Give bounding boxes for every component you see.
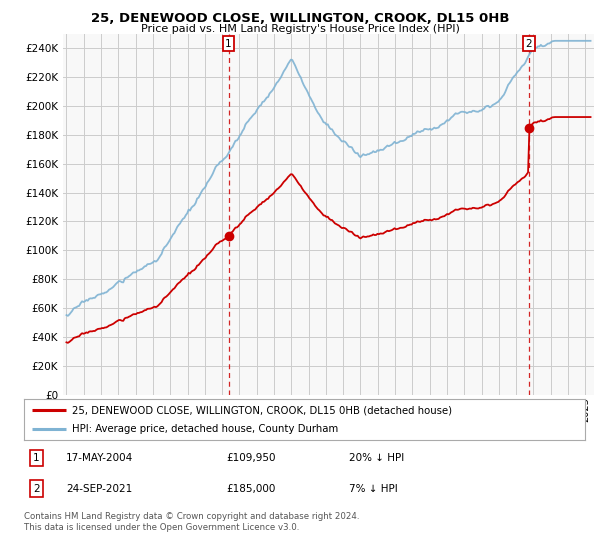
Text: 20% ↓ HPI: 20% ↓ HPI xyxy=(349,453,404,463)
Text: 1: 1 xyxy=(225,39,232,49)
Text: £109,950: £109,950 xyxy=(226,453,275,463)
Text: 7% ↓ HPI: 7% ↓ HPI xyxy=(349,484,398,493)
Text: 2: 2 xyxy=(33,484,40,493)
Text: Contains HM Land Registry data © Crown copyright and database right 2024.
This d: Contains HM Land Registry data © Crown c… xyxy=(24,512,359,532)
Text: 24-SEP-2021: 24-SEP-2021 xyxy=(66,484,133,493)
Text: 1: 1 xyxy=(33,453,40,463)
Text: HPI: Average price, detached house, County Durham: HPI: Average price, detached house, Coun… xyxy=(71,424,338,433)
Text: Price paid vs. HM Land Registry's House Price Index (HPI): Price paid vs. HM Land Registry's House … xyxy=(140,24,460,34)
Text: 25, DENEWOOD CLOSE, WILLINGTON, CROOK, DL15 0HB: 25, DENEWOOD CLOSE, WILLINGTON, CROOK, D… xyxy=(91,12,509,25)
Text: £185,000: £185,000 xyxy=(226,484,275,493)
Text: 2: 2 xyxy=(526,39,532,49)
Text: 17-MAY-2004: 17-MAY-2004 xyxy=(66,453,133,463)
Text: 25, DENEWOOD CLOSE, WILLINGTON, CROOK, DL15 0HB (detached house): 25, DENEWOOD CLOSE, WILLINGTON, CROOK, D… xyxy=(71,405,452,415)
